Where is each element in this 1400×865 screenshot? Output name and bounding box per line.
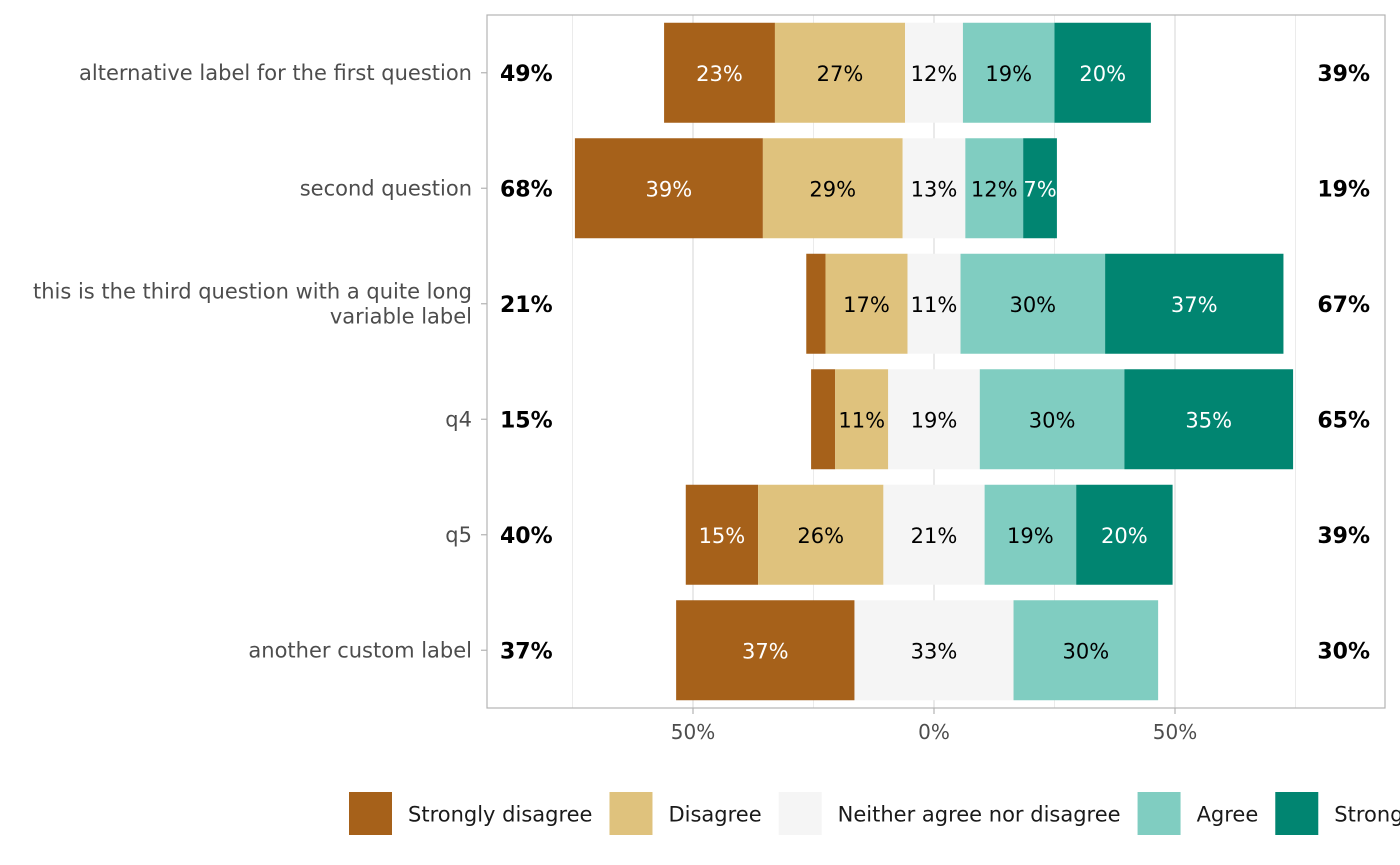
total-labels: 49% 39% 68% 19% 21% 67% 15% 65% 40% 39% 37% 30% — [500, 62, 1370, 665]
legend-key — [1275, 792, 1319, 835]
segment-label: 33% — [911, 639, 958, 663]
question-label: second question — [300, 176, 472, 200]
legend-label: Neither agree nor disagree — [838, 803, 1121, 827]
bar-segment — [907, 253, 961, 354]
legend-key — [778, 792, 822, 835]
question-label: this is the third question with a quite … — [33, 279, 472, 303]
bar-segment — [811, 369, 836, 470]
right-total-label: 39% — [1317, 524, 1370, 549]
segment-label: 12% — [971, 177, 1018, 201]
legend-label: Agree — [1197, 803, 1259, 827]
bar-segment — [962, 22, 1055, 123]
bar-segments — [574, 22, 1294, 701]
bar-segment — [965, 138, 1024, 239]
segment-label: 11% — [911, 293, 958, 317]
segment-label: 19% — [911, 408, 958, 432]
right-total-label: 65% — [1317, 408, 1370, 433]
legend-key — [1137, 792, 1181, 835]
x-tick-label: 50% — [1153, 720, 1197, 744]
bar-segment — [905, 22, 963, 123]
right-total-label: 30% — [1317, 639, 1370, 664]
bar-segment — [774, 22, 906, 123]
bar-segment — [1105, 253, 1284, 354]
segment-label: 21% — [911, 524, 958, 548]
bar-segment — [1023, 138, 1057, 239]
question-label: variable label — [330, 304, 472, 328]
right-total-label: 67% — [1317, 293, 1370, 318]
question-label: another custom label — [248, 638, 472, 662]
bar-segment — [806, 253, 826, 354]
segment-label: 30% — [1062, 639, 1109, 663]
bar-segment — [960, 253, 1106, 354]
legend: Strongly disagree Disagree Neither agree n… — [349, 792, 1400, 835]
segment-label: 26% — [797, 524, 844, 548]
segment-label: 12% — [911, 62, 958, 86]
legend-key — [349, 792, 392, 835]
legend-key — [609, 792, 653, 835]
segment-label: 23% — [696, 62, 743, 86]
bar-segment — [979, 369, 1125, 470]
left-total-label: 68% — [500, 177, 553, 202]
grid-lines — [572, 15, 1296, 708]
right-total-label: 39% — [1317, 62, 1370, 87]
segment-label: 7% — [1023, 177, 1056, 201]
segment-label: 11% — [838, 408, 885, 432]
bar-segment — [664, 22, 775, 123]
left-total-label: 15% — [500, 408, 553, 433]
segment-label: 13% — [911, 177, 958, 201]
bar-segment — [574, 138, 763, 239]
bar-segment — [835, 369, 889, 470]
segment-label: 15% — [699, 524, 746, 548]
x-tick-label: 0% — [918, 720, 950, 744]
bar-segment — [685, 484, 759, 585]
bar-segment — [1124, 369, 1294, 470]
bar-segment — [888, 369, 980, 470]
bar-segment — [883, 484, 985, 585]
segment-label: 37% — [742, 639, 789, 663]
segment-label: 27% — [817, 62, 864, 86]
segment-label: 17% — [843, 293, 890, 317]
segment-label: 19% — [1007, 524, 1054, 548]
segment-label: 37% — [1171, 293, 1218, 317]
legend-label: Strongly agree — [1334, 803, 1400, 827]
question-label: q4 — [445, 407, 472, 431]
bar-segment — [762, 138, 903, 239]
bar-segment — [854, 600, 1014, 701]
segment-label: 30% — [1009, 293, 1056, 317]
bar-segment — [676, 600, 855, 701]
x-tick-label: 50% — [671, 720, 715, 744]
segment-label: 20% — [1079, 62, 1126, 86]
bar-segment — [758, 484, 884, 585]
plot-border — [486, 14, 1386, 709]
bar-segment — [825, 253, 908, 354]
bar-segment — [1054, 22, 1151, 123]
bar-segment — [1076, 484, 1173, 585]
left-total-label: 49% — [500, 62, 553, 87]
left-total-label: 40% — [500, 524, 553, 549]
plot-panel — [487, 15, 1385, 708]
bar-segment — [984, 484, 1077, 585]
right-total-label: 19% — [1317, 177, 1370, 202]
legend-label: Strongly disagree — [408, 803, 592, 827]
segment-label: 35% — [1185, 408, 1232, 432]
legend-label: Disagree — [668, 803, 761, 827]
x-axis-ticks: 50% 0% 50% — [671, 708, 1197, 744]
left-total-label: 21% — [500, 293, 553, 318]
question-labels: alternative label for the first question… — [33, 61, 487, 662]
bar-segment — [902, 138, 966, 239]
segment-label: 30% — [1029, 408, 1076, 432]
question-label: q5 — [445, 523, 472, 547]
bar-segment — [1013, 600, 1159, 701]
question-label: alternative label for the first question — [79, 61, 472, 85]
segment-label: 39% — [646, 177, 693, 201]
segment-label: 20% — [1101, 524, 1148, 548]
segment-labels: 23% 27% 12% 19% 20%39% 29% 13% 12% 7%17% 11% 30% 37… — [646, 62, 1233, 664]
segment-label: 29% — [809, 177, 856, 201]
left-total-label: 37% — [500, 639, 553, 664]
segment-label: 19% — [985, 62, 1032, 86]
